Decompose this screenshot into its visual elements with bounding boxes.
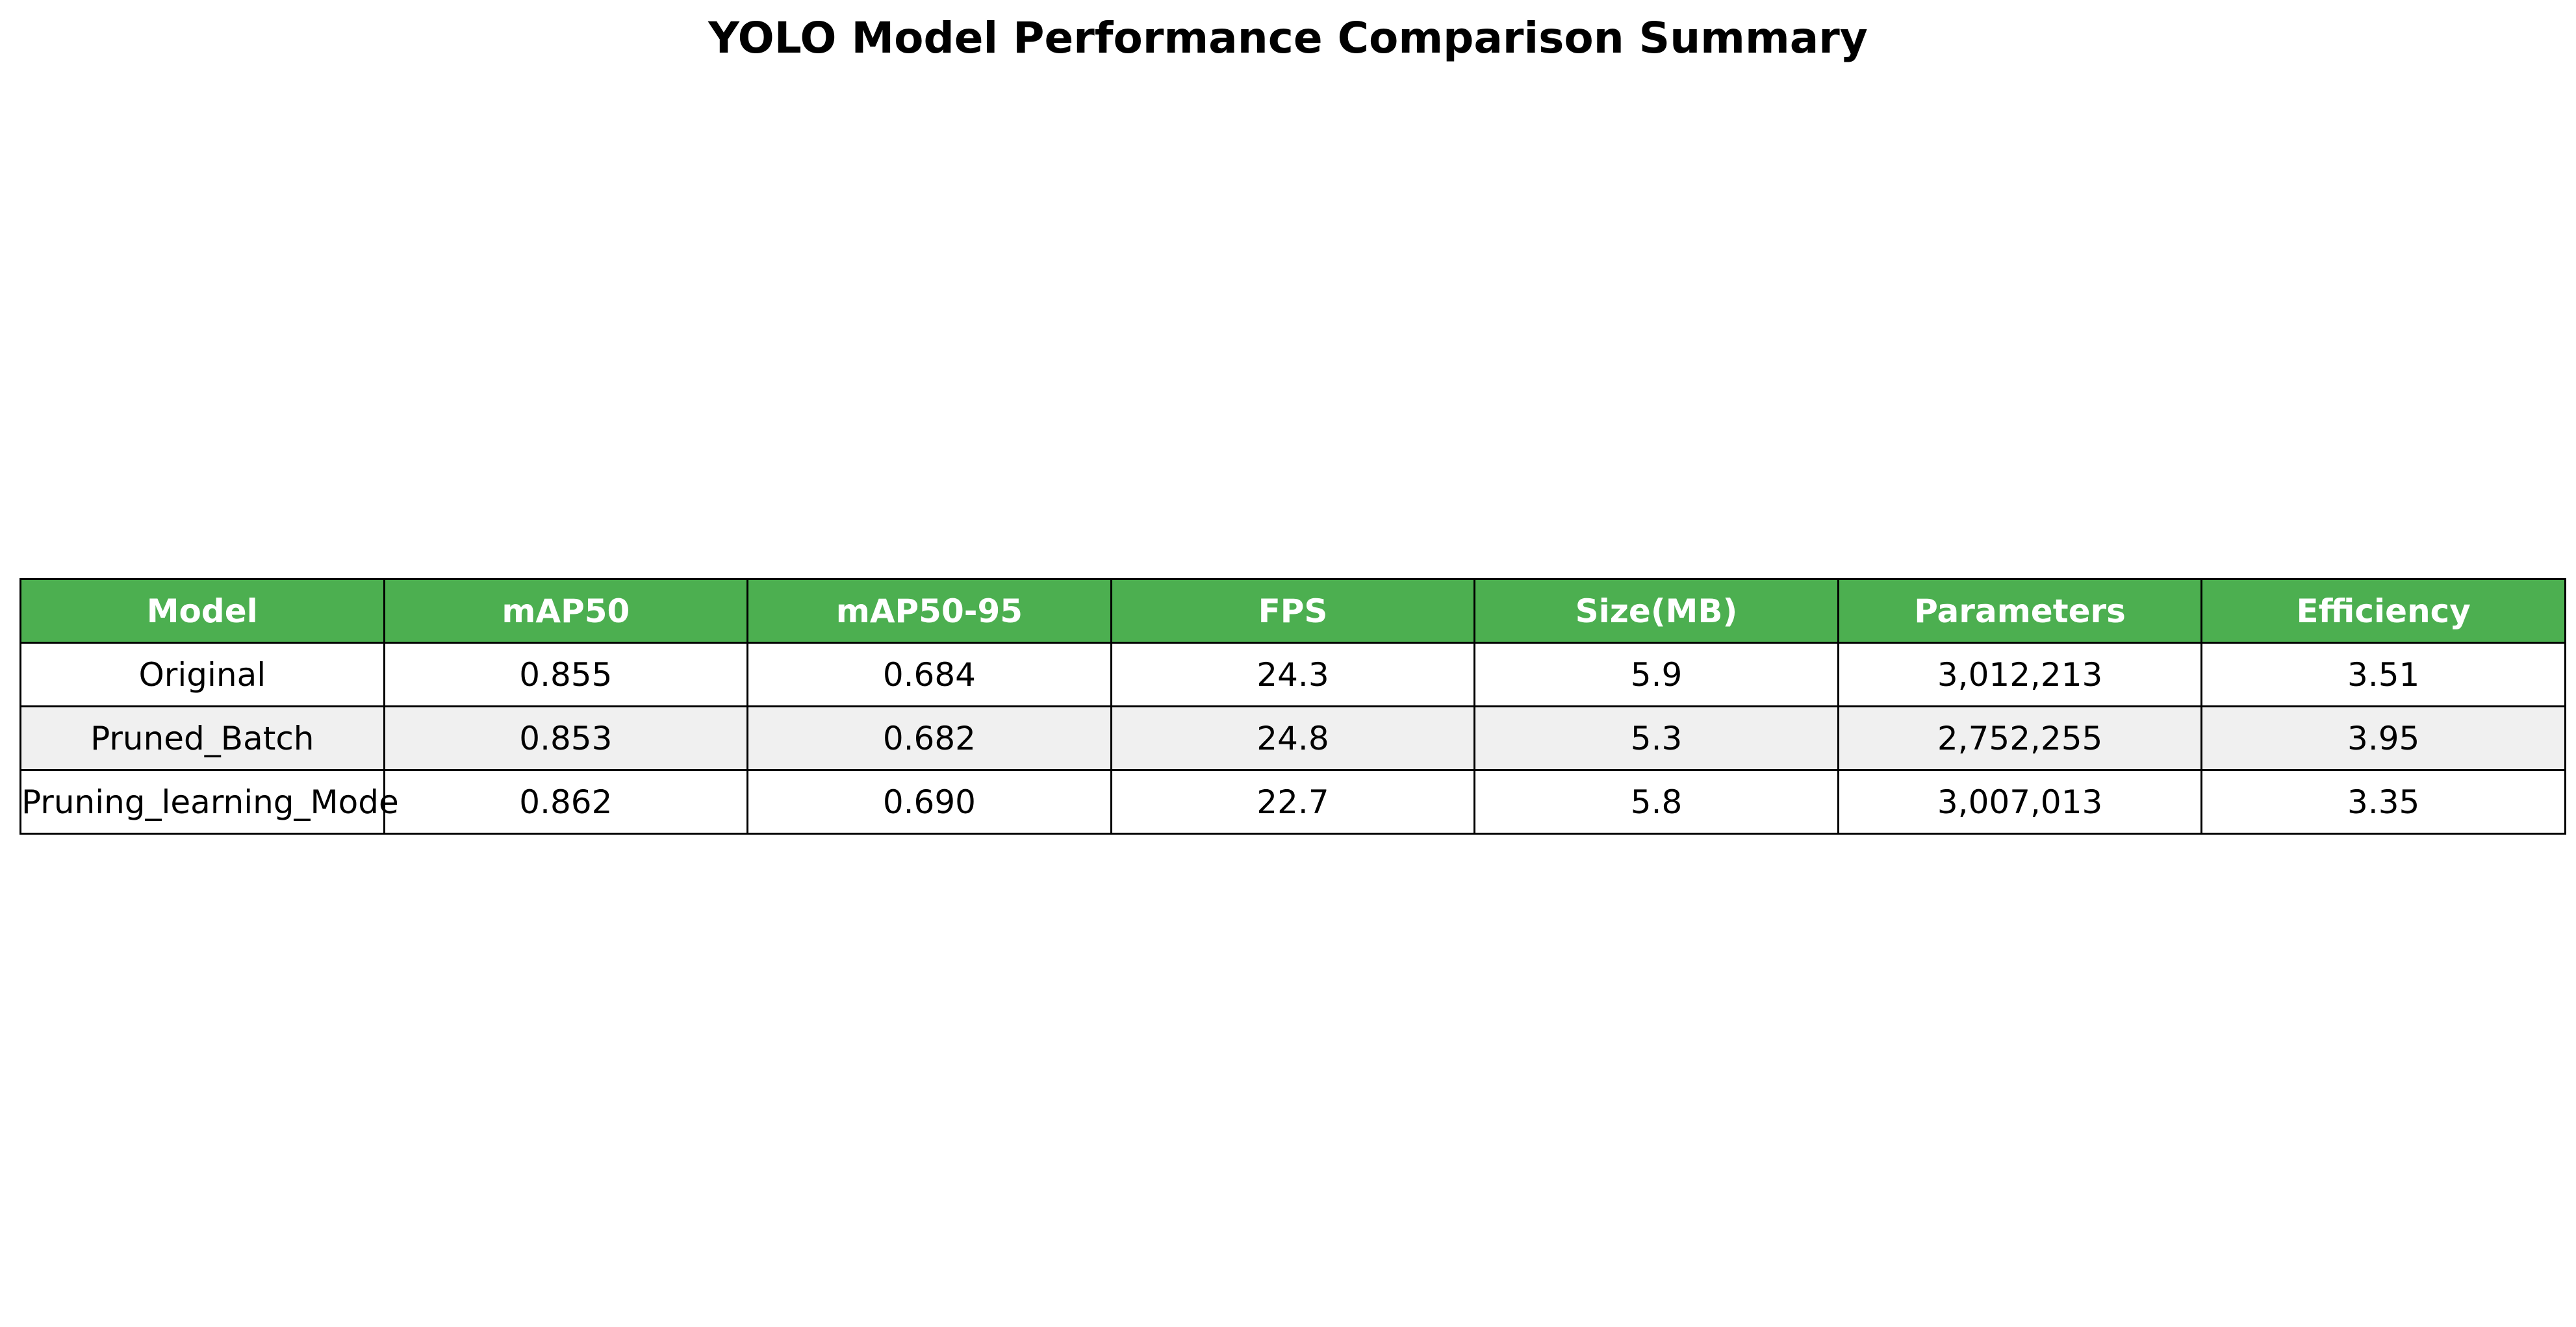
cell-size: 5.3 [1473, 705, 1839, 771]
table-row: Original 0.855 0.684 24.3 5.9 3,012,213 … [19, 642, 2566, 707]
header-cell-efficiency: Efficiency [2200, 578, 2566, 644]
chart-title: YOLO Model Performance Comparison Summar… [708, 13, 1868, 63]
cell-model: Pruning_learning_Mode [19, 769, 399, 835]
cell-model: Original [19, 642, 385, 707]
cell-size: 5.9 [1473, 642, 1839, 707]
performance-table: Model mAP50 mAP50-95 FPS Size(MB) Parame… [19, 578, 2566, 835]
cell-model: Pruned_Batch [19, 705, 385, 771]
header-cell-fps: FPS [1110, 578, 1476, 644]
header-cell-parameters: Parameters [1837, 578, 2203, 644]
cell-fps: 22.7 [1110, 769, 1476, 835]
header-cell-map50-95: mAP50-95 [746, 578, 1112, 644]
cell-map50: 0.855 [383, 642, 749, 707]
cell-fps: 24.8 [1110, 705, 1476, 771]
cell-efficiency: 3.51 [2200, 642, 2566, 707]
table-row: Pruning_learning_Mode 0.862 0.690 22.7 5… [19, 769, 2566, 835]
cell-efficiency: 3.95 [2200, 705, 2566, 771]
performance-table-container: Model mAP50 mAP50-95 FPS Size(MB) Parame… [19, 578, 2566, 835]
cell-efficiency: 3.35 [2200, 769, 2566, 835]
cell-map50: 0.862 [383, 769, 749, 835]
cell-parameters: 3,012,213 [1837, 642, 2203, 707]
cell-parameters: 2,752,255 [1837, 705, 2203, 771]
cell-map50-95: 0.690 [746, 769, 1112, 835]
header-row: Model mAP50 mAP50-95 FPS Size(MB) Parame… [19, 578, 2566, 644]
header-cell-map50: mAP50 [383, 578, 749, 644]
header-cell-model: Model [19, 578, 385, 644]
table-row: Pruned_Batch 0.853 0.682 24.8 5.3 2,752,… [19, 705, 2566, 771]
header-cell-size: Size(MB) [1473, 578, 1839, 644]
cell-map50-95: 0.684 [746, 642, 1112, 707]
cell-map50: 0.853 [383, 705, 749, 771]
cell-size: 5.8 [1473, 769, 1839, 835]
cell-fps: 24.3 [1110, 642, 1476, 707]
cell-parameters: 3,007,013 [1837, 769, 2203, 835]
cell-map50-95: 0.682 [746, 705, 1112, 771]
